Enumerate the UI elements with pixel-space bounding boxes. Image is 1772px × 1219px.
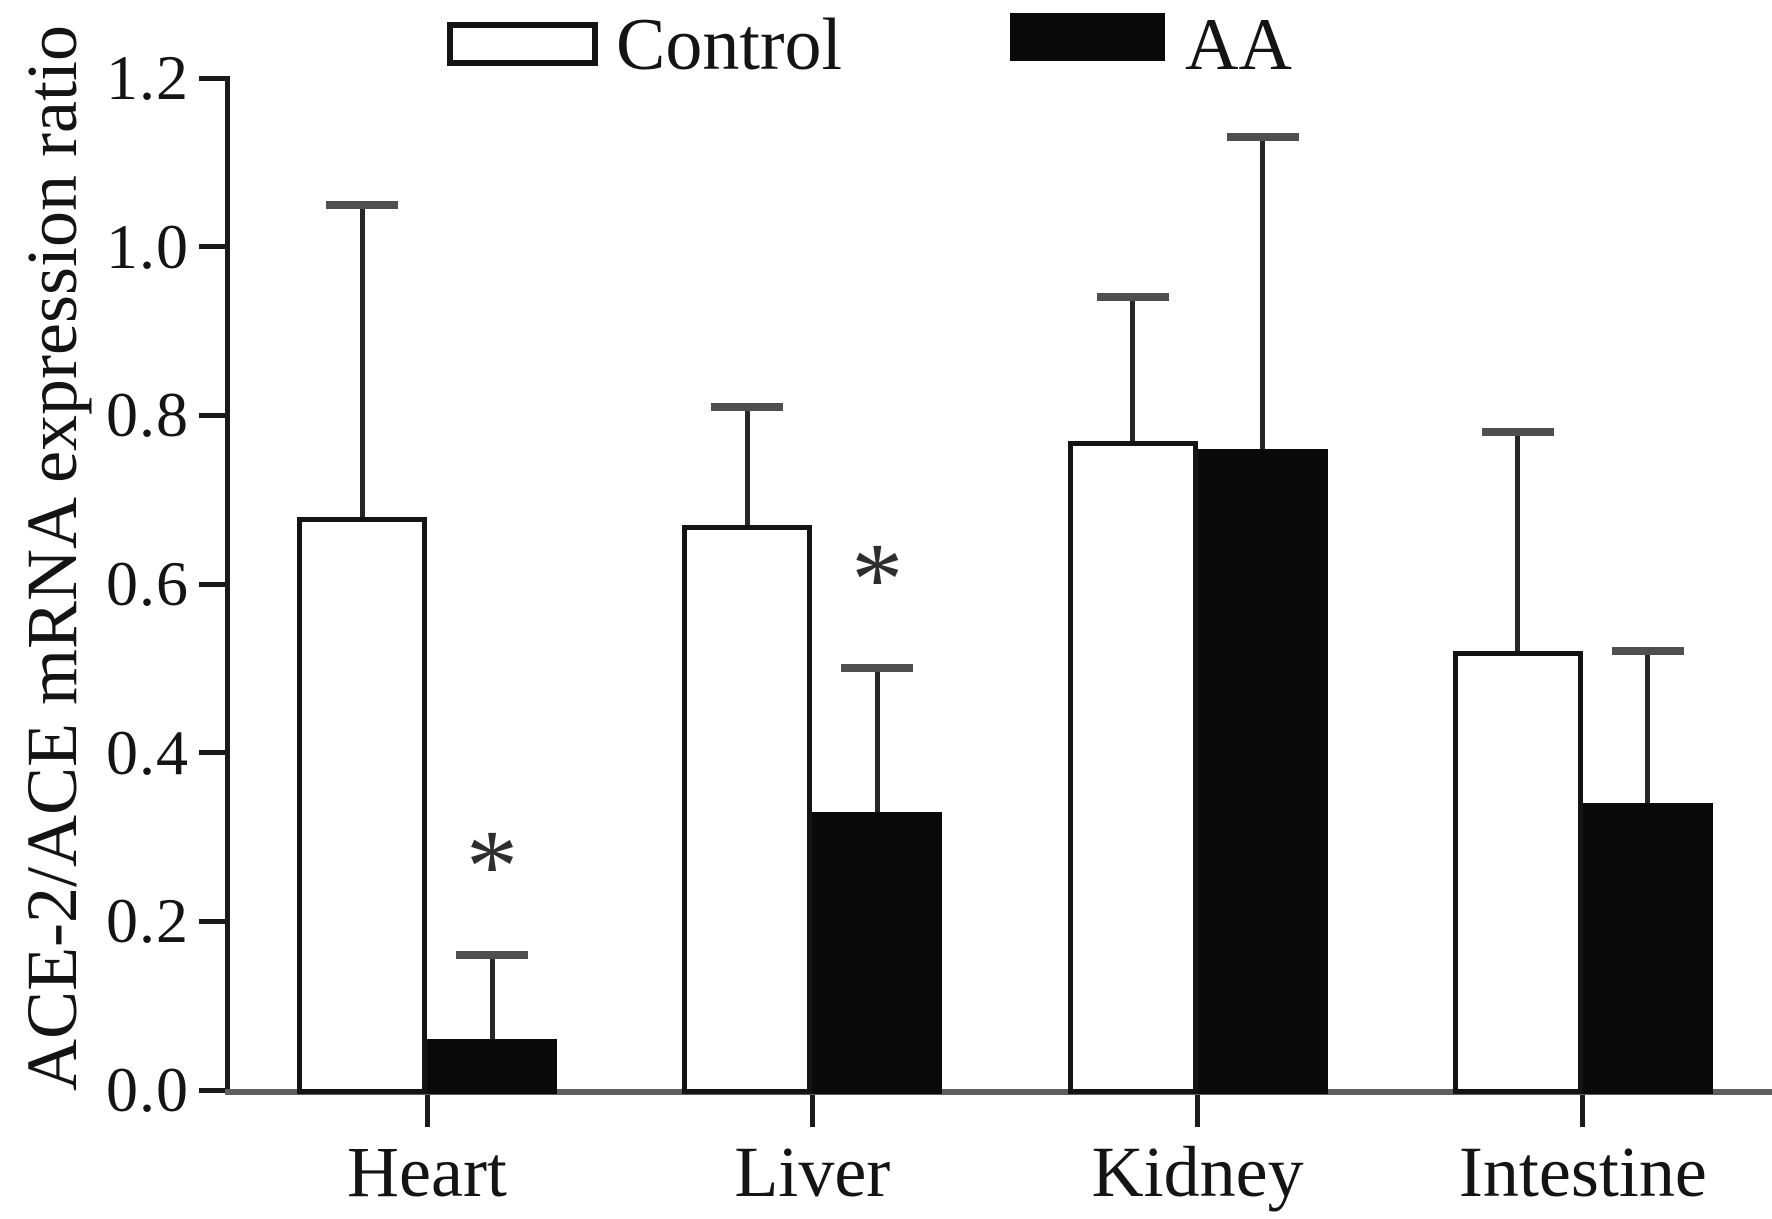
error-bar-cap-control-heart (326, 200, 398, 209)
y-axis-tick-label-1.0: 1.0 (106, 210, 189, 282)
significance-star-liver: * (851, 522, 904, 638)
x-axis-tick-kidney (1195, 1095, 1201, 1127)
error-bar-control-heart (359, 204, 365, 517)
y-axis-tick-label-0.8: 0.8 (106, 379, 189, 451)
y-axis-tick-0.8 (199, 412, 225, 418)
legend-label-control: Control (616, 4, 843, 86)
y-axis-tick-label-0.0: 0.0 (106, 1054, 189, 1125)
error-bar-control-intestine (1515, 432, 1521, 652)
legend-label-aa: AA (1185, 4, 1292, 86)
error-bar-cap-aa-intestine (1611, 647, 1684, 656)
y-axis-tick-label-1.2: 1.2 (106, 42, 189, 113)
y-axis-tick-0.2 (199, 918, 225, 924)
x-axis-tick-intestine (1580, 1095, 1586, 1127)
bar-control-heart (297, 516, 427, 1094)
error-bar-cap-control-kidney (1096, 293, 1169, 302)
bar-control-kidney (1067, 440, 1198, 1094)
x-axis-line (225, 1089, 1772, 1095)
error-bar-aa-intestine (1645, 651, 1651, 804)
error-bar-aa-heart (489, 955, 495, 1040)
bar-aa-intestine (1582, 803, 1713, 1094)
bar-control-liver (682, 524, 813, 1094)
error-bar-aa-liver (874, 668, 880, 812)
y-axis-tick-0.0 (199, 1087, 225, 1093)
legend-swatch-aa (1010, 13, 1165, 61)
y-axis-tick-label-0.4: 0.4 (106, 716, 189, 788)
y-axis-tick-1.0 (199, 244, 225, 250)
y-axis-tick-0.6 (199, 581, 225, 587)
x-axis-category-label-intestine: Intestine (1458, 1132, 1707, 1212)
x-axis-category-label-liver: Liver (734, 1132, 891, 1212)
error-bar-control-kidney (1130, 297, 1136, 441)
y-axis-tick-0.4 (199, 750, 225, 756)
error-bar-control-liver (744, 406, 750, 525)
bar-control-intestine (1452, 651, 1583, 1094)
legend-swatch-control (447, 22, 598, 66)
legend: Control AA (0, 0, 1772, 90)
x-axis-category-label-heart: Heart (347, 1132, 507, 1212)
y-axis-tick-label-0.6: 0.6 (106, 548, 189, 619)
bar-aa-kidney (1197, 449, 1328, 1094)
bar-aa-liver (812, 811, 943, 1094)
y-axis-tick-label-0.2: 0.2 (106, 885, 189, 957)
error-bar-cap-aa-heart (456, 951, 528, 960)
significance-star-heart: * (466, 809, 518, 925)
error-bar-cap-aa-liver (841, 664, 914, 673)
x-axis-tick-liver (809, 1095, 815, 1127)
bar-aa-heart (427, 1039, 557, 1094)
error-bar-cap-control-liver (711, 402, 784, 411)
x-axis-category-label-kidney: Kidney (1091, 1132, 1304, 1212)
y-axis-line (225, 76, 230, 1094)
y-axis-tick-1.2 (199, 75, 225, 81)
error-bar-cap-aa-kidney (1226, 133, 1299, 142)
error-bar-cap-control-intestine (1481, 428, 1554, 437)
error-bar-aa-kidney (1260, 137, 1266, 450)
x-axis-tick-heart (424, 1095, 430, 1127)
